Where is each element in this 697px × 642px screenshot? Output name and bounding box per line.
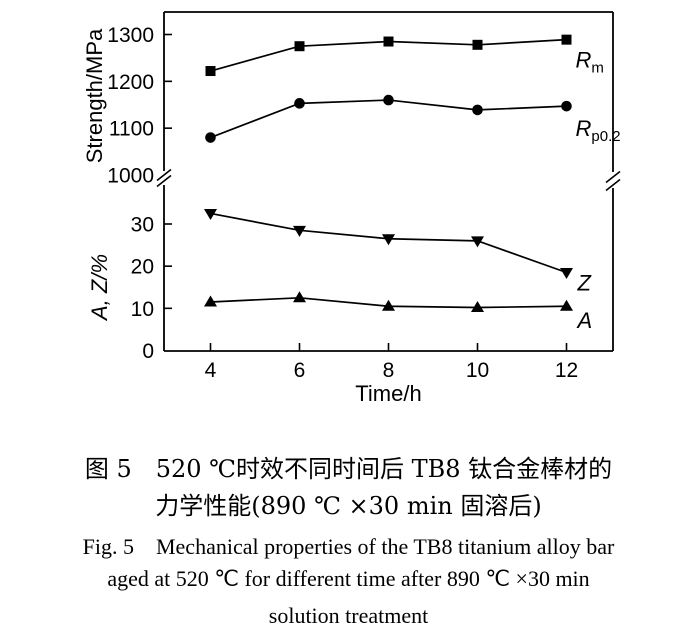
axis-break-mark-left — [156, 174, 172, 188]
marker-circle — [205, 132, 216, 143]
series-label-A: A — [576, 308, 593, 333]
series-label-Rp0.2: Rp0.2 — [576, 116, 621, 145]
marker-triangle-up — [293, 291, 306, 303]
x-tick-label: 12 — [555, 359, 578, 382]
series-label-Rm: Rm — [576, 48, 604, 77]
caption-zh-line2: 力学性能(890 ℃ ×30 min 固溶后) — [155, 492, 542, 520]
series-line-Rp0.2 — [210, 99, 567, 139]
marker-triangle-down — [560, 267, 573, 279]
marker-circle — [472, 104, 483, 116]
axis-break-mark-right — [605, 178, 621, 192]
marker-triangle-up — [204, 295, 217, 307]
y-tick-label-percent: 0 — [142, 340, 154, 363]
marker-triangle-up — [382, 299, 395, 311]
x-tick-label: 10 — [466, 359, 489, 382]
marker-square — [561, 34, 572, 45]
y-tick-label-percent: 30 — [131, 214, 154, 237]
axis-break-mark-right — [605, 170, 621, 184]
y-tick-label-percent: 10 — [131, 298, 154, 321]
y-axis-title-strength: Strength/MPa — [82, 28, 107, 163]
marker-triangle-down — [204, 208, 217, 220]
axis-break-mark-left — [156, 168, 172, 182]
x-tick-label: 8 — [383, 359, 395, 382]
marker-circle — [294, 98, 305, 109]
caption-zh-line1: 图 5 520 ℃时效不同时间后 TB8 钛合金棒材的 — [84, 455, 613, 483]
y-tick-label-strength: 1300 — [107, 24, 154, 47]
marker-triangle-up — [560, 299, 573, 311]
caption-en-line1: Fig. 5 Mechanical properties of the TB8 … — [82, 534, 615, 559]
series-label-Z: Z — [577, 270, 593, 295]
y-tick-label-strength: 1000 — [107, 165, 154, 188]
marker-circle — [561, 100, 572, 112]
marker-triangle-down — [382, 234, 395, 246]
marker-circle — [383, 94, 394, 106]
marker-square — [294, 41, 305, 52]
marker-triangle-down — [471, 236, 484, 248]
marker-square — [383, 36, 394, 47]
y-axis-title-percent: A, Z/% — [87, 254, 112, 322]
marker-square — [205, 66, 216, 77]
caption-en-line2: aged at 520 ℃ for different time after 8… — [107, 566, 590, 591]
y-tick-label-strength: 1100 — [109, 118, 154, 141]
marker-triangle-down — [293, 225, 306, 237]
y-tick-label-strength: 1200 — [107, 71, 154, 94]
x-tick-label: 4 — [205, 359, 217, 382]
x-tick-label: 6 — [294, 359, 306, 382]
mechanical-properties-chart: 1000 1100 1200 1300 0 10 20 30 4 6 8 10 12 Strength/M… — [82, 11, 621, 406]
marker-square — [472, 39, 483, 50]
y-tick-label-percent: 20 — [131, 256, 154, 279]
x-axis-title: Time/h — [355, 381, 421, 406]
caption-en-line3: solution treatment — [268, 603, 429, 628]
marker-triangle-up — [471, 300, 484, 312]
